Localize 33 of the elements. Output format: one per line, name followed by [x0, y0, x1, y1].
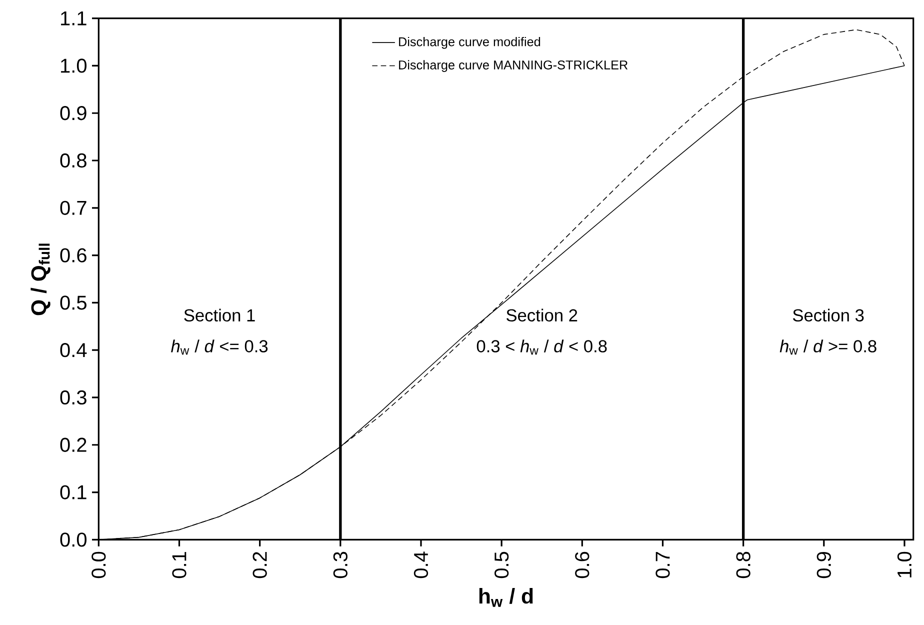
x-tick-label: 0.9 [816, 552, 831, 578]
y-tick-label: 0.7 [60, 200, 86, 215]
y-tick-label: 0.2 [60, 438, 86, 452]
y-tick-label: 0.1 [60, 485, 86, 500]
x-tick-label: 0.5 [494, 552, 509, 578]
x-tick-label: 0.6 [575, 552, 590, 578]
y-tick-label: 0.8 [60, 153, 86, 168]
x-tick-label: 1.0 [897, 552, 912, 578]
annotation: h$_{w}$ / d <= 0.3 [171, 340, 268, 355]
annotation: 0.3 < h$_{w}$ / d < 0.8 [476, 340, 607, 355]
x-tick-label: 0.3 [333, 552, 348, 578]
y-tick-label: 0.9 [60, 106, 86, 120]
annotation: Section 3 [792, 308, 864, 322]
annotation: Section 1 [184, 308, 255, 322]
y-tick-label: 1.1 [61, 11, 86, 26]
x-tick-label: 0.4 [414, 552, 428, 578]
y-tick-label: 0.3 [60, 390, 86, 405]
x-tick-label: 0.1 [172, 552, 186, 578]
x-tick-label: 0.0 [92, 552, 106, 578]
legend-label: Discharge curve modified [399, 36, 540, 49]
legend-label: Discharge curve MANNING-STRICKLER [399, 60, 628, 72]
y-axis-title: Q / Q$_{full}$ [30, 244, 50, 316]
y-tick-label: 1.0 [61, 58, 86, 73]
x-tick-label: 0.2 [252, 552, 267, 578]
annotation: Section 2 [506, 308, 578, 322]
y-tick-label: 0.0 [60, 532, 86, 547]
y-tick-label: 0.4 [60, 343, 87, 358]
x-tick-label: 0.7 [656, 552, 670, 578]
y-tick-label: 0.5 [60, 296, 86, 310]
y-tick-label: 0.6 [60, 248, 86, 262]
x-tick-label: 0.8 [736, 552, 750, 578]
annotation: h$_{w}$ / d >= 0.8 [780, 340, 876, 355]
x-axis-title: h$_{w}$ / d [479, 588, 533, 607]
